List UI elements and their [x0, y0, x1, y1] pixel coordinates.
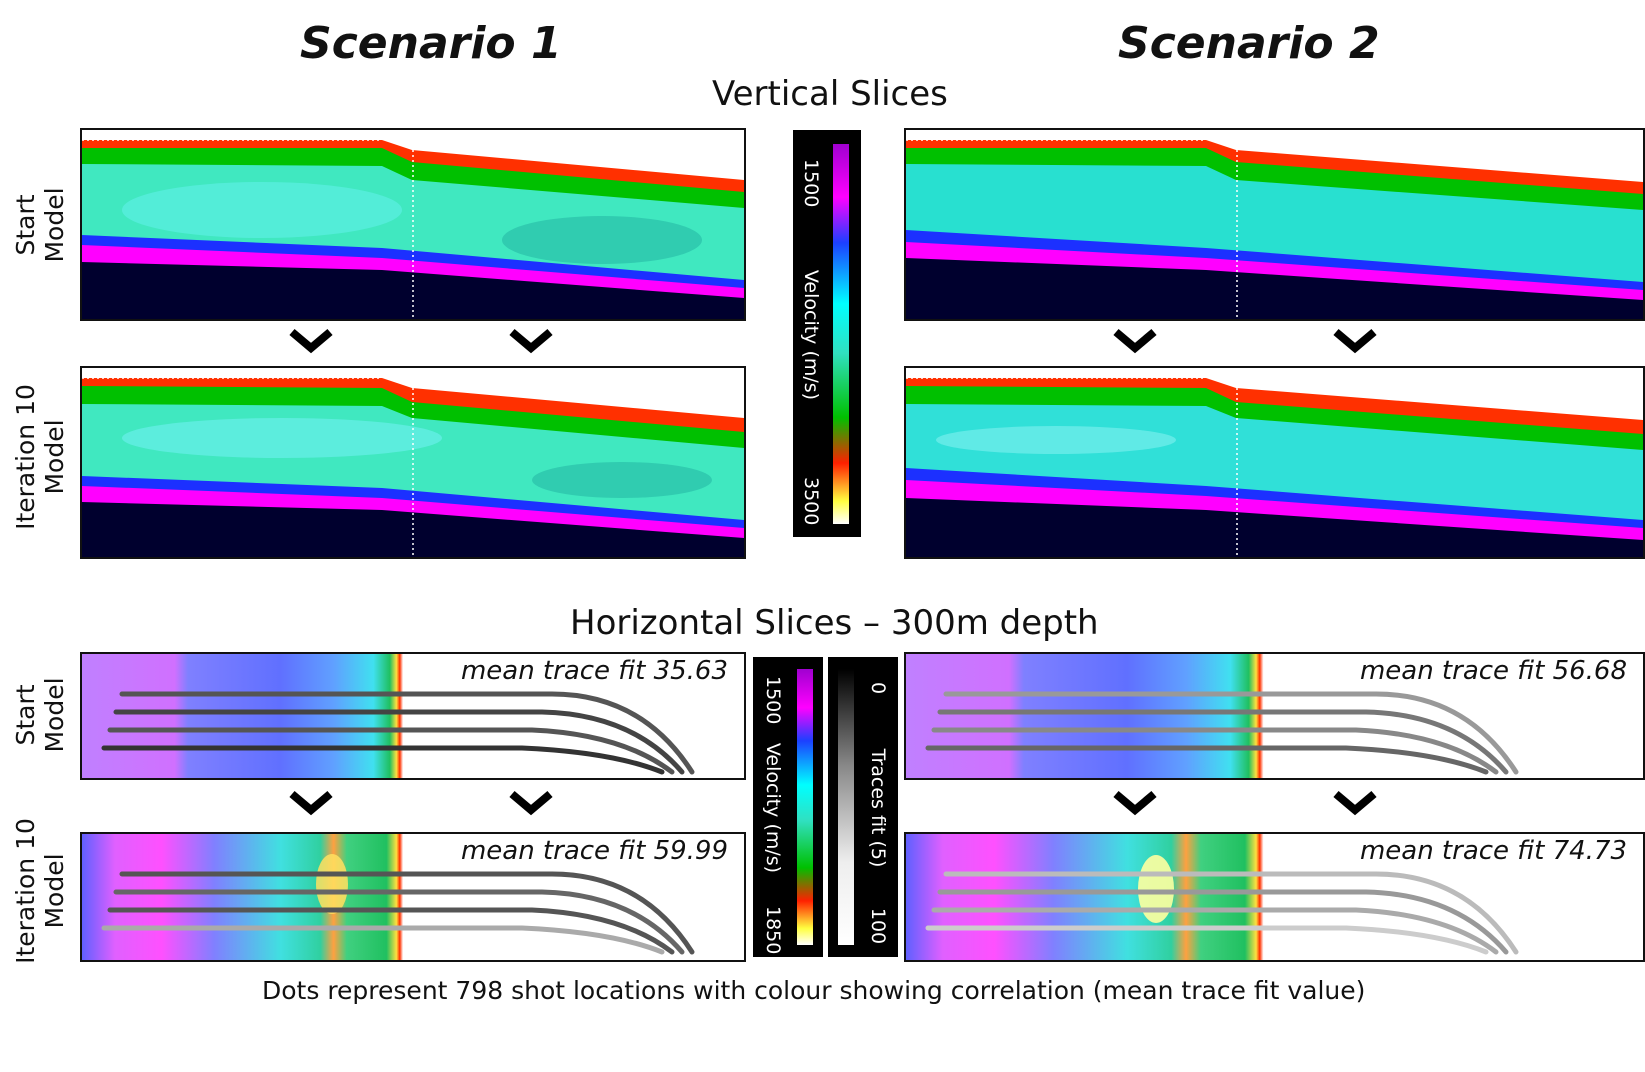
- hslice-s1-iter: mean trace fit 59.99: [80, 832, 746, 962]
- chevron-down-icon: [1113, 790, 1157, 816]
- traces-fit-colorbar-min: 0: [867, 681, 889, 695]
- row-label-iter-vertical: Iteration 10 Model: [11, 384, 69, 530]
- vertical-slices-title: Vertical Slices: [712, 74, 948, 114]
- traces-fit-colorbar-max: 100: [867, 907, 889, 945]
- hslice-s1-iter-image: [82, 834, 744, 960]
- chevron-down-icon: [289, 328, 333, 354]
- traces-fit-colorbar-title: Traces fit (5): [867, 748, 889, 868]
- horizontal-velocity-colorbar-gradient: [797, 669, 813, 945]
- vertical-velocity-colorbar: 1500 Velocity (m/s) 3500: [793, 130, 861, 537]
- vslice-s1-iter-image: [82, 368, 744, 557]
- horizontal-velocity-colorbar-min: 1500: [762, 676, 784, 725]
- hslice-s2-iter-fit: mean trace fit 74.73: [1359, 836, 1627, 866]
- figure-caption: Dots represent 798 shot locations with c…: [262, 976, 1366, 1005]
- vslice-s1-start-image: [82, 130, 744, 319]
- vertical-colorbar-min: 1500: [800, 159, 822, 208]
- vertical-colorbar-max: 3500: [800, 477, 822, 526]
- scenario-1-title: Scenario 1: [300, 18, 562, 69]
- vslice-s2-start-image: [906, 130, 1643, 319]
- chevron-down-icon: [1113, 328, 1157, 354]
- hslice-s2-start: mean trace fit 56.68: [904, 652, 1645, 780]
- chevron-down-icon: [509, 328, 553, 354]
- hslice-s1-start: mean trace fit 35.63: [80, 652, 746, 780]
- hslice-s1-start-fit: mean trace fit 35.63: [460, 656, 728, 686]
- vslice-s1-iter: [80, 366, 746, 559]
- vertical-colorbar-title: Velocity (m/s): [800, 269, 822, 401]
- hslice-s2-start-fit: mean trace fit 56.68: [1359, 656, 1627, 686]
- vertical-colorbar-gradient: [833, 144, 849, 524]
- horizontal-velocity-colorbar: 1500 Velocity (m/s) 1850: [753, 657, 823, 957]
- hslice-s2-start-image: [906, 654, 1643, 778]
- horizontal-velocity-colorbar-max: 1850: [762, 906, 784, 955]
- vslice-s2-iter: [904, 366, 1645, 559]
- hslice-s2-iter-image: [906, 834, 1643, 960]
- traces-fit-colorbar: 0 Traces fit (5) 100: [828, 657, 898, 957]
- hslice-s1-start-image: [82, 654, 744, 778]
- chevron-down-icon: [1333, 328, 1377, 354]
- vslice-s1-start: [80, 128, 746, 321]
- horizontal-slices-title: Horizontal Slices – 300m depth: [570, 603, 1099, 643]
- row-label-start-vertical: Start Model: [11, 187, 69, 263]
- chevron-down-icon: [509, 790, 553, 816]
- hslice-s1-iter-fit: mean trace fit 59.99: [460, 836, 728, 866]
- row-label-iter-horizontal: Iteration 10 Model: [11, 818, 69, 964]
- chevron-down-icon: [1333, 790, 1377, 816]
- row-label-start-horizontal: Start Model: [11, 677, 69, 753]
- vslice-s2-start: [904, 128, 1645, 321]
- chevron-down-icon: [289, 790, 333, 816]
- traces-fit-colorbar-gradient: [838, 669, 854, 945]
- vslice-s2-iter-image: [906, 368, 1643, 557]
- scenario-2-title: Scenario 2: [1118, 18, 1380, 69]
- hslice-s2-iter: mean trace fit 74.73: [904, 832, 1645, 962]
- horizontal-velocity-colorbar-title: Velocity (m/s): [762, 742, 784, 874]
